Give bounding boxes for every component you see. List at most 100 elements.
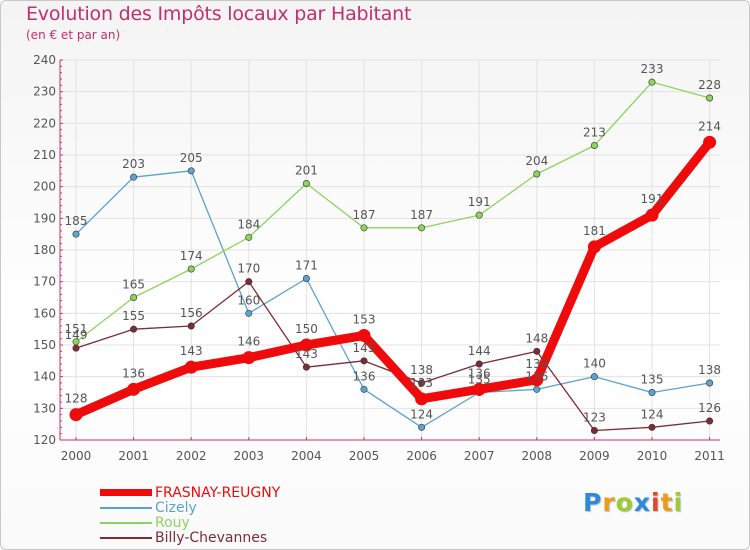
data-point-frasnay-reugny: [530, 373, 544, 387]
y-tick-label: 150: [33, 338, 56, 352]
data-point-billy-chevannes: [302, 363, 310, 371]
data-label-rouy: 201: [295, 164, 318, 178]
data-point-rouy: [706, 94, 714, 102]
data-point-rouy: [360, 224, 368, 232]
data-point-rouy: [648, 78, 656, 86]
data-point-frasnay-reugny: [703, 135, 717, 149]
data-point-billy-chevannes: [590, 426, 598, 434]
data-label-frasnay-reugny: 191: [641, 192, 664, 206]
data-point-cizely: [590, 373, 598, 381]
logo-letter: P: [583, 488, 603, 517]
y-tick-label: 240: [33, 53, 56, 67]
data-point-billy-chevannes: [533, 347, 541, 355]
x-tick-label: 2008: [522, 449, 553, 463]
y-tick-label: 230: [33, 85, 56, 99]
data-label-billy-chevannes: 155: [122, 309, 145, 323]
data-label-rouy: 191: [468, 195, 491, 209]
data-label-billy-chevannes: 143: [295, 347, 318, 361]
data-label-billy-chevannes: 148: [525, 331, 548, 345]
data-point-frasnay-reugny: [242, 351, 256, 365]
x-tick-label: 2000: [61, 449, 92, 463]
y-tick-label: 120: [33, 433, 56, 447]
data-label-rouy: 187: [410, 208, 433, 222]
data-label-frasnay-reugny: 150: [295, 322, 318, 336]
data-point-rouy: [418, 224, 426, 232]
data-point-cizely: [648, 388, 656, 396]
data-label-cizely: 124: [410, 407, 433, 421]
data-label-cizely: 203: [122, 157, 145, 171]
data-label-frasnay-reugny: 146: [237, 335, 260, 349]
logo-letter: t: [660, 488, 674, 517]
data-point-rouy: [590, 142, 598, 150]
logo-letter: i: [651, 488, 661, 517]
data-label-cizely: 138: [698, 363, 721, 377]
data-label-frasnay-reugny: 136: [122, 366, 145, 380]
data-label-rouy: 151: [65, 322, 88, 336]
data-point-frasnay-reugny: [472, 382, 486, 396]
data-label-cizely: 185: [65, 214, 88, 228]
legend-label-billy-chevannes: Billy-Chevannes: [155, 530, 268, 546]
data-label-billy-chevannes: 156: [180, 306, 203, 320]
x-tick-label: 2007: [464, 449, 495, 463]
legend-swatch-frasnay-reugny: [100, 489, 152, 496]
y-tick-label: 190: [33, 211, 56, 225]
legend-swatch-billy-chevannes: [100, 537, 152, 539]
series-line-frasnay-reugny: [71, 137, 715, 420]
data-point-billy-chevannes: [72, 344, 80, 352]
x-tick-label: 2002: [176, 449, 207, 463]
logo-letter: x: [633, 488, 651, 517]
y-tick-label: 170: [33, 275, 56, 289]
series-line-cizely: [75, 170, 711, 428]
data-point-cizely: [360, 385, 368, 393]
data-label-frasnay-reugny: 139: [525, 357, 548, 371]
data-point-billy-chevannes: [245, 278, 253, 286]
data-label-rouy: 233: [641, 62, 664, 76]
data-label-cizely: 205: [180, 151, 203, 165]
data-label-billy-chevannes: 170: [237, 262, 260, 276]
data-point-rouy: [187, 265, 195, 273]
data-label-frasnay-reugny: 136: [468, 366, 491, 380]
logo-letter: r: [602, 488, 616, 517]
x-tick-label: 2009: [579, 449, 610, 463]
data-point-rouy: [245, 233, 253, 241]
data-label-rouy: 228: [698, 78, 721, 92]
y-tick-label: 140: [33, 370, 56, 384]
data-point-cizely: [187, 167, 195, 175]
data-point-rouy: [130, 293, 138, 301]
data-label-frasnay-reugny: 214: [698, 119, 721, 133]
x-tick-label: 2011: [694, 449, 725, 463]
legend-swatch-rouy: [100, 522, 152, 524]
data-point-frasnay-reugny: [415, 392, 429, 406]
page-title: Evolution des Impôts locaux par Habitant: [26, 3, 412, 25]
data-label-rouy: 204: [525, 154, 548, 168]
grid-lines: [60, 59, 720, 441]
x-tick-label: 2005: [349, 449, 380, 463]
data-point-cizely: [302, 274, 310, 282]
logo-letter: o: [615, 488, 634, 517]
y-tick-label: 210: [33, 148, 56, 162]
data-point-cizely: [533, 385, 541, 393]
legend-swatch-cizely: [100, 507, 152, 509]
x-tick-label: 2003: [234, 449, 265, 463]
data-label-rouy: 213: [583, 126, 606, 140]
data-point-rouy: [302, 180, 310, 188]
data-point-frasnay-reugny: [299, 338, 313, 352]
data-label-rouy: 174: [180, 249, 203, 263]
data-label-billy-chevannes: 138: [410, 363, 433, 377]
data-point-frasnay-reugny: [69, 408, 83, 422]
logo-letter: i: [673, 488, 684, 517]
data-point-cizely: [130, 173, 138, 181]
proxiti-logo: Proxiti: [583, 488, 683, 517]
data-point-cizely: [418, 423, 426, 431]
data-point-billy-chevannes: [706, 417, 714, 425]
data-point-cizely: [245, 309, 253, 317]
y-tick-label: 160: [33, 306, 56, 320]
data-label-cizely: 136: [525, 369, 548, 383]
y-tick-label: 180: [33, 243, 56, 257]
x-tick-label: 2006: [406, 449, 437, 463]
data-label-frasnay-reugny: 128: [65, 392, 88, 406]
y-tick-label: 220: [33, 116, 56, 130]
data-point-frasnay-reugny: [127, 382, 141, 396]
data-label-billy-chevannes: 145: [353, 341, 376, 355]
data-label-rouy: 165: [122, 278, 145, 292]
